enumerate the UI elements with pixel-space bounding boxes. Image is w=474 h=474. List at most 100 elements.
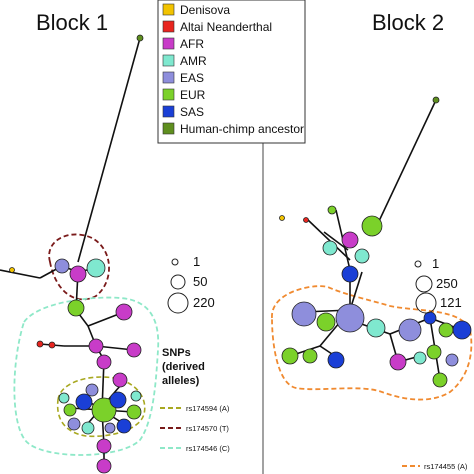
haplotype-node [67,299,85,317]
haplotype-node [423,311,437,325]
haplotype-node [96,354,112,370]
haplotype-node [438,322,454,338]
haplotype-node [88,338,104,354]
snp-legend-title-line: alleles) [162,375,200,387]
neanderthal-node [48,341,56,349]
haplotype-node [96,458,112,474]
human-chimp-ancestor-node [432,96,440,104]
snp-legend-title-line: SNPs [162,347,191,359]
haplotype-node [327,205,337,215]
haplotype-node [63,403,77,417]
haplotype-node [112,372,128,388]
haplotype-node [341,265,359,283]
human-chimp-ancestor-node [136,34,144,42]
legend-label-neanderthal: Altai Neanderthal [180,20,272,34]
legend-swatch-sas [162,105,175,118]
legend-swatch-eur [162,88,175,101]
haplotype-node [75,393,93,411]
legend-label-afr: AFR [180,37,204,51]
haplotype-node [389,353,407,371]
size-legend-label: 250 [436,276,458,291]
size-legend-circle [415,275,433,293]
haplotype-node [426,344,442,360]
block2-title: Block 2 [372,10,444,35]
haplotype-node [130,390,142,402]
legend-box [157,0,306,144]
size-legend-circle [167,292,189,314]
haplotype-node [354,248,370,264]
snp-outline-rs174594 [56,376,146,438]
snp-outline-rs174570 [48,233,110,301]
haplotype-node [398,318,422,342]
network-edge [0,269,41,279]
denisova-node [9,267,15,273]
legend-label-amr: AMR [180,54,207,68]
snp-legend-label: rs174594 (A) [186,404,230,413]
haplotype-node [81,421,95,435]
block2-snp-legend: rs174455 (A) [402,462,468,471]
haplotype-node [432,372,448,388]
neanderthal-node [303,217,309,223]
size-legend-label: 1 [432,256,439,271]
legend-swatch-eas [162,71,175,84]
size-legend-circle [415,292,437,314]
haplotype-node [86,258,106,278]
snp-legend-label: rs174546 (C) [186,444,230,453]
haplotype-node [316,312,336,332]
haplotype-node [58,392,70,404]
legend-label-denisova: Denisova [180,3,230,17]
size-legend-label: 50 [193,274,207,289]
size-legend-label: 220 [193,295,215,310]
haplotype-node [109,391,127,409]
haplotype-node [327,351,345,369]
haplotype-node [126,404,142,420]
legend-label-eas: EAS [180,71,204,85]
legend-label-sas: SAS [180,105,204,119]
legend-swatch-afr [162,37,175,50]
legend-swatch-neanderthal [162,20,175,33]
legend-label-ancestor: Human-chimp ancestor [180,122,304,136]
network-edge [349,271,363,311]
haplotype-node [115,303,133,321]
network-edge [371,99,437,237]
haplotype-node [322,240,338,256]
haplotype-node [116,418,132,434]
haplotype-node [366,318,386,338]
size-legend-circle [170,274,186,290]
block1-size-legend: 1 50 220 [167,254,215,314]
block2-size-legend: 1 250 121 [414,256,462,314]
network-edge [307,219,351,261]
haplotype-node [413,351,427,365]
haplotype-node [291,301,317,327]
block2-network [271,96,473,401]
haplotype-node [281,347,299,365]
legend-swatch-denisova [162,3,175,16]
block1-network [0,34,160,474]
haplotype-node [302,348,318,364]
snp-legend-label: rs174455 (A) [424,462,468,471]
haplotype-node [67,417,81,431]
size-legend-label: 1 [193,254,200,269]
haplotype-node [54,258,70,274]
haplotype-node [69,265,87,283]
legend-swatch-amr [162,54,175,67]
haplotype-node [361,215,383,237]
snp-legend-label: rs174570 (T) [186,424,229,433]
haplotype-node [335,303,365,333]
size-legend-circle [414,260,422,268]
snp-outline-rs174455 [271,285,473,401]
haplotype-node [85,383,99,397]
size-legend-circle [171,258,179,266]
size-legend-label: 121 [440,295,462,310]
legend-swatch-ancestor [162,122,175,135]
denisova-node [279,215,285,221]
haplotype-node [96,438,112,454]
haplotype-node [91,397,117,423]
block1-title: Block 1 [36,10,108,35]
block1-snp-legend: SNPs (derived alleles) rs174594 (A) rs17… [160,347,230,453]
haplotype-node [445,353,459,367]
haplotype-node [126,342,142,358]
network-edge [323,231,349,251]
